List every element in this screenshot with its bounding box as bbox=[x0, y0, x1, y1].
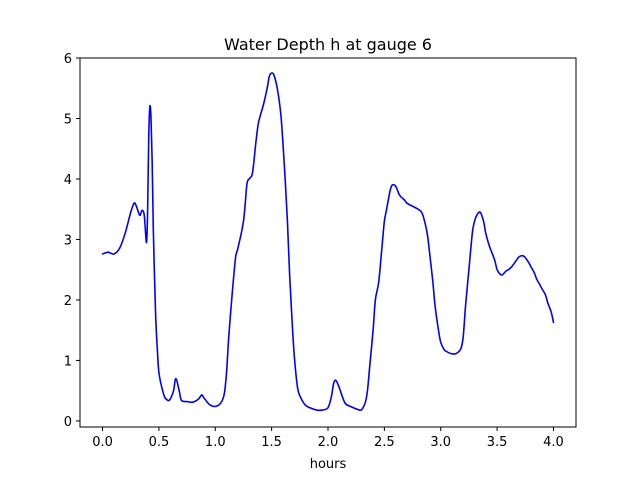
x-tick-label: 4.0 bbox=[543, 435, 564, 450]
x-tick-label: 3.0 bbox=[430, 435, 451, 450]
x-axis: 0.0 0.5 1.0 1.5 2.0 2.5 3.0 3.5 4.0 bbox=[92, 427, 564, 450]
y-tick-label: 3 bbox=[64, 233, 72, 248]
x-axis-label: hours bbox=[310, 457, 347, 472]
x-tick-label: 1.0 bbox=[205, 435, 226, 450]
x-tick-label: 3.5 bbox=[487, 435, 508, 450]
y-tick-label: 6 bbox=[64, 52, 72, 67]
x-tick-label: 0.5 bbox=[149, 435, 170, 450]
chart-title: Water Depth h at gauge 6 bbox=[224, 35, 432, 54]
series-line-0 bbox=[101, 72, 555, 412]
x-tick-label: 0.0 bbox=[92, 435, 113, 450]
y-tick-label: 5 bbox=[64, 112, 72, 127]
x-tick-label: 1.5 bbox=[261, 435, 282, 450]
y-tick-label: 0 bbox=[64, 415, 72, 430]
series-layer bbox=[101, 72, 555, 412]
x-tick-label: 2.5 bbox=[374, 435, 395, 450]
y-tick-label: 1 bbox=[64, 354, 72, 369]
y-tick-label: 4 bbox=[64, 173, 72, 188]
y-tick-label: 2 bbox=[64, 294, 72, 309]
y-axis: 0 1 2 3 4 5 6 bbox=[64, 52, 80, 430]
x-tick-label: 2.0 bbox=[318, 435, 339, 450]
